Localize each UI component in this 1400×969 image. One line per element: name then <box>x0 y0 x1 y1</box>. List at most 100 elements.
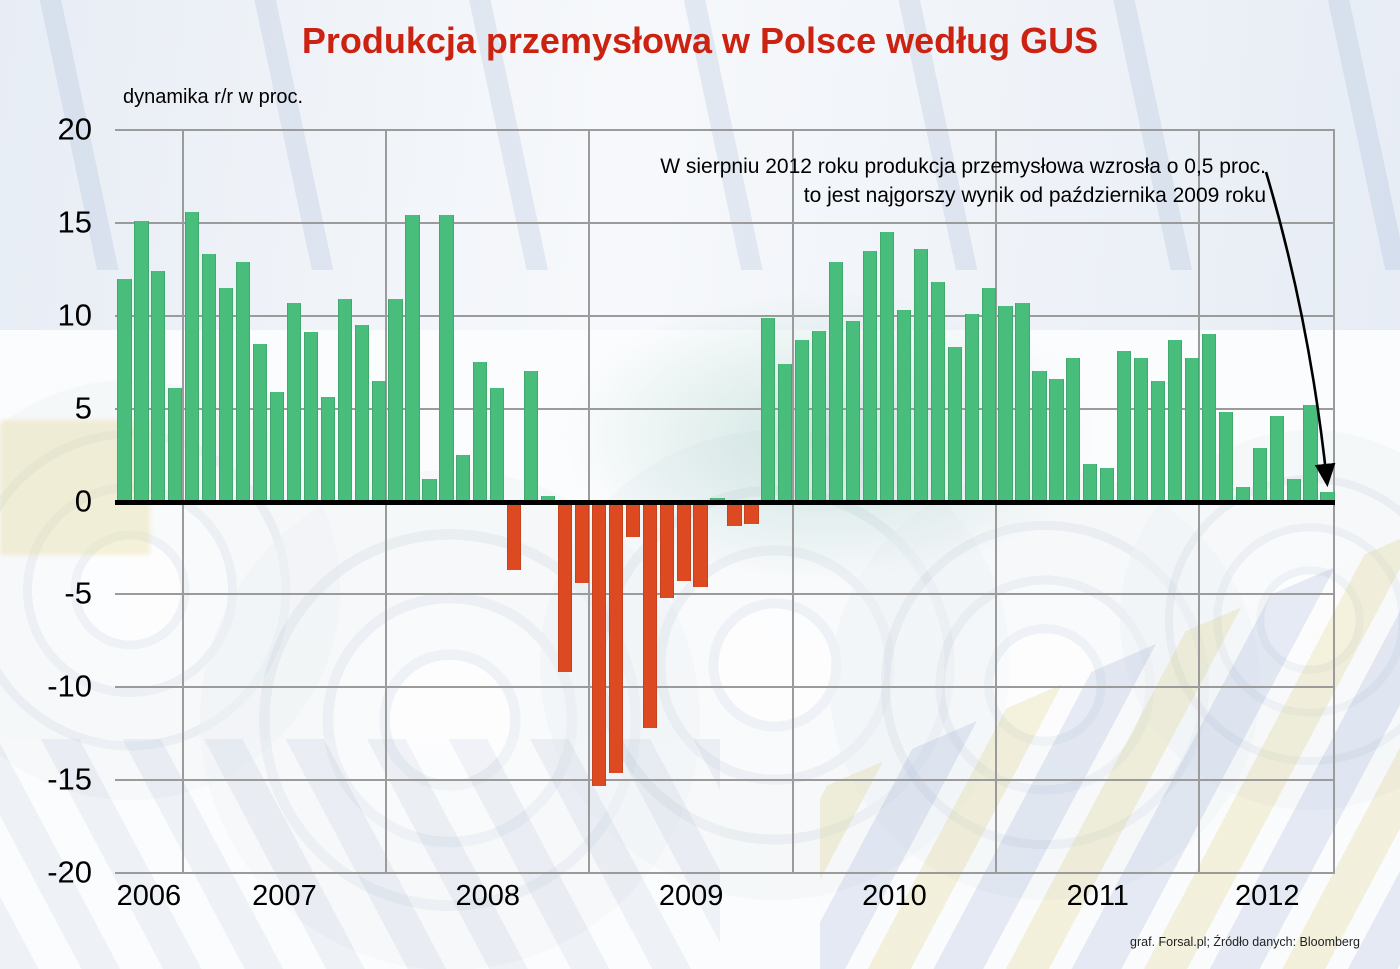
background-coil <box>830 470 1260 900</box>
bar-positive <box>1066 358 1081 502</box>
bar-positive <box>456 455 471 502</box>
bar-positive <box>1167 339 1183 502</box>
bar-positive <box>168 388 183 502</box>
y-axis-note: dynamika r/r w proc. <box>123 86 304 108</box>
bar-negative <box>574 501 590 584</box>
bar-positive <box>981 287 996 502</box>
x-year-label: 2006 <box>116 880 182 912</box>
bar-positive <box>540 495 556 502</box>
plot-area <box>115 129 1335 874</box>
bar-negative <box>591 501 606 786</box>
gridline-horizontal <box>115 872 1335 874</box>
bar-positive <box>286 302 301 502</box>
gridline-horizontal <box>115 129 1335 131</box>
bar-positive <box>1201 334 1216 502</box>
x-year-label: 2010 <box>862 880 927 912</box>
bar-positive <box>1117 351 1132 502</box>
bar-positive <box>862 250 878 502</box>
bar-positive <box>1150 380 1166 502</box>
y-tick-label: 0 <box>74 482 92 518</box>
bar-positive <box>320 397 335 502</box>
bar-positive <box>252 343 268 502</box>
bar-positive <box>947 347 962 502</box>
gridline-horizontal <box>115 221 1335 224</box>
gridline-horizontal <box>115 686 1335 689</box>
y-tick-label: -20 <box>47 854 92 890</box>
bar-positive <box>337 299 352 502</box>
bar-positive <box>930 282 945 502</box>
bar-positive <box>1134 358 1149 502</box>
gridline-horizontal <box>115 593 1335 596</box>
bar-positive <box>219 287 234 502</box>
bar-positive <box>117 278 132 502</box>
y-tick-label: 10 <box>57 297 92 333</box>
bar-positive <box>1235 486 1250 502</box>
bar-positive <box>1218 412 1233 502</box>
bar-positive <box>896 310 911 502</box>
annotation-line2: to jest najgorszy wynik od października … <box>803 184 1266 207</box>
bar-negative <box>608 501 623 773</box>
bar-positive <box>1269 416 1284 502</box>
bar-positive <box>405 215 420 502</box>
bar-positive <box>829 261 844 502</box>
annotation: W sierpniu 2012 roku produkcja przemysło… <box>660 152 1266 210</box>
x-year-label: 2011 <box>1066 880 1129 912</box>
bar-positive <box>235 261 251 502</box>
bar-positive <box>812 330 827 502</box>
bar-positive <box>151 271 166 502</box>
gridline-horizontal <box>115 779 1335 782</box>
bar-positive <box>371 380 386 502</box>
background-ceiling <box>0 0 1400 330</box>
bar-positive <box>1049 378 1064 502</box>
bar-negative <box>727 501 742 526</box>
x-year-label: 2007 <box>252 880 317 912</box>
bar-positive <box>998 306 1013 502</box>
bar-positive <box>1184 358 1200 502</box>
bar-negative <box>507 501 522 571</box>
bar-positive <box>795 339 810 502</box>
bar-negative <box>625 501 640 537</box>
bar-negative <box>676 501 691 582</box>
bar-positive <box>1100 468 1115 502</box>
bar-negative <box>557 501 573 673</box>
bar-positive <box>303 332 318 502</box>
x-year-label: 2008 <box>455 880 521 912</box>
y-tick-label: -5 <box>64 575 92 611</box>
y-tick-label: 20 <box>57 111 92 147</box>
bar-positive <box>964 313 979 502</box>
bar-positive <box>1252 447 1267 502</box>
chart-title: Produkcja przemysłowa w Polsce według GU… <box>301 20 1099 61</box>
bar-negative <box>659 501 674 599</box>
x-year-label: 2009 <box>658 880 724 912</box>
bar-positive <box>879 232 895 502</box>
bar-negative <box>642 501 657 729</box>
bar-positive <box>354 325 369 502</box>
source-credit: graf. Forsal.pl; Źródło danych: Bloomber… <box>1130 935 1360 949</box>
bar-positive <box>439 215 454 502</box>
bar-positive <box>473 362 488 502</box>
bar-positive <box>761 317 776 502</box>
gridline-horizontal <box>115 314 1335 317</box>
bar-positive <box>1286 479 1301 502</box>
annotation-line1: W sierpniu 2012 roku produkcja przemysło… <box>660 155 1266 178</box>
y-axis-ticks: 20 15 10 5 0 -5 -10 -15 -20 <box>0 0 100 969</box>
bar-positive <box>422 479 437 502</box>
bar-positive <box>524 371 539 502</box>
bar-negative <box>744 501 759 524</box>
bar-positive <box>1303 404 1318 502</box>
bar-positive <box>490 388 505 502</box>
bar-positive <box>1320 492 1335 502</box>
bar-positive <box>134 221 149 502</box>
bar-positive <box>388 299 403 502</box>
y-tick-label: -10 <box>47 668 92 704</box>
background-beams <box>0 0 1400 270</box>
bar-positive <box>185 211 200 502</box>
bar-positive <box>845 321 861 502</box>
y-tick-label: 5 <box>74 389 92 425</box>
bar-positive <box>913 248 928 502</box>
bar-positive <box>269 391 285 502</box>
y-tick-label: -15 <box>47 761 92 797</box>
bar-positive <box>202 254 217 502</box>
bar-positive <box>1083 464 1098 502</box>
